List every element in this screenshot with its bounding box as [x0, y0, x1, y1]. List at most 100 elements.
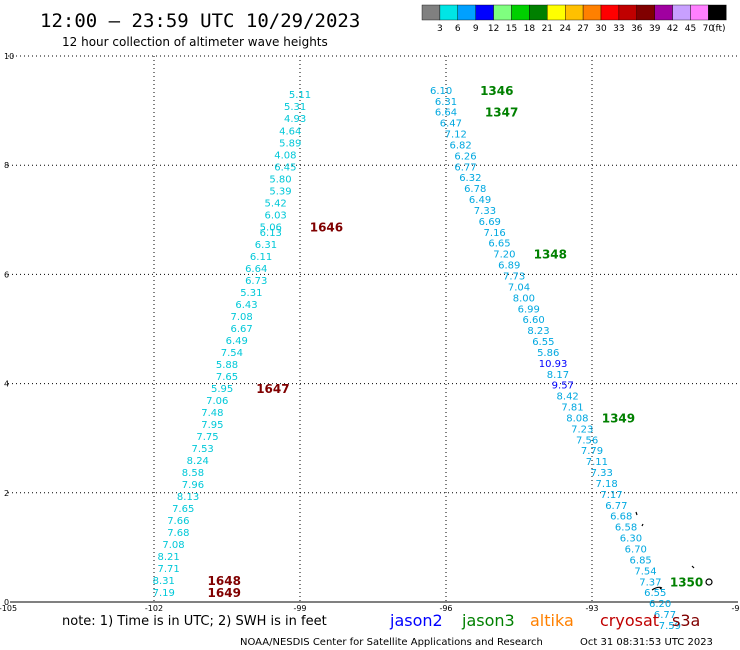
color-scale-label: 24	[559, 24, 571, 34]
color-scale-label: 36	[631, 24, 643, 34]
color-swatch	[457, 4, 476, 21]
color-swatch	[547, 4, 566, 21]
wave-height-label: 6.43	[235, 300, 257, 311]
wave-height-label: 8.42	[557, 392, 579, 403]
pass-label: 1646	[310, 220, 343, 234]
wave-height-label: 8.24	[187, 456, 209, 467]
wave-height-label: 6.13	[260, 228, 282, 239]
coastline	[635, 511, 713, 591]
x-tick-label: -105	[0, 604, 17, 613]
wave-height-label: 8.08	[566, 413, 588, 424]
wave-height-label: 6.73	[245, 276, 267, 287]
wave-height-label: 8.31	[153, 576, 175, 587]
color-scale: 3 6 9 12 15 18 21 24 27 30 33 36 39 42 45 70	[421, 4, 727, 34]
color-scale-label: 3	[437, 24, 443, 34]
wave-height-label: 6.65	[488, 239, 510, 250]
wave-height-label: 6.45	[274, 162, 296, 173]
wave-height-label: 5.89	[279, 138, 301, 149]
wave-height-label: 7.48	[201, 408, 223, 419]
wave-height-label: 6.82	[449, 140, 471, 151]
wave-height-label: 6.85	[630, 555, 652, 566]
color-swatch	[636, 4, 655, 21]
color-swatch	[672, 4, 691, 21]
wave-height-label: 7.75	[196, 432, 218, 443]
wave-height-label: 7.17	[600, 490, 622, 501]
wave-height-label: 8.23	[527, 326, 549, 337]
pass-label: 1350	[670, 575, 703, 589]
wave-height-label: 7.65	[172, 504, 194, 515]
color-swatch	[421, 4, 441, 21]
pass-label: 1347	[485, 106, 518, 120]
wave-height-label: 7.04	[508, 282, 530, 293]
pass-label: 1648	[208, 574, 241, 588]
wave-height-label: 6.26	[454, 151, 476, 162]
y-tick-label: 8	[4, 161, 9, 170]
wave-height-label: 6.47	[440, 119, 462, 130]
wave-height-label: 8.21	[157, 552, 179, 563]
color-swatch	[582, 4, 602, 21]
color-scale-label: 18	[524, 24, 536, 34]
wave-height-label: 6.58	[615, 523, 637, 534]
wave-height-label: 5.95	[211, 384, 233, 395]
wave-height-label: 8.13	[177, 492, 199, 503]
wave-height-label: 7.65	[216, 372, 238, 383]
wave-height-label: 4.08	[274, 150, 296, 161]
wave-height-label: 7.66	[167, 516, 189, 527]
wave-height-label: 6.55	[532, 337, 554, 348]
wave-height-label: 7.08	[230, 312, 252, 323]
satellite-legend: jason2 jason3 altika cryosat s3a	[389, 611, 700, 630]
color-swatch	[493, 4, 512, 21]
wave-height-label: 8.00	[513, 293, 535, 304]
credit-text: NOAA/NESDIS Center for Satellite Applica…	[240, 637, 543, 648]
tick-labels: -105 -102 -99 -96 -93 -90 0 2 4 6 8 10	[0, 52, 740, 613]
wave-height-label: 9.57	[552, 381, 574, 392]
note-text: note: 1) Time is in UTC; 2) SWH is in fe…	[62, 614, 327, 629]
color-scale-label: 45	[685, 24, 696, 34]
color-scale-label: 12	[488, 24, 499, 34]
pass-label: 1647	[256, 382, 289, 396]
x-tick-label: -99	[293, 604, 306, 613]
wave-height-label: 7.12	[445, 130, 467, 141]
wave-height-label: 7.53	[192, 444, 214, 455]
wave-height-label: 7.73	[503, 271, 525, 282]
satellite-label-altika: altika	[530, 611, 574, 630]
pass-label: 1349	[602, 411, 635, 425]
wave-height-label: 6.64	[245, 264, 267, 275]
x-tick-label: -90	[731, 604, 740, 613]
wave-height-label: 6.20	[649, 599, 671, 610]
color-swatch	[600, 4, 620, 21]
color-scale-label: 6	[455, 24, 461, 34]
wave-height-label: 7.06	[206, 396, 228, 407]
color-scale-unit: (ft)	[712, 24, 726, 34]
wave-height-label: 4.93	[284, 114, 306, 125]
color-swatch	[529, 4, 548, 21]
grid-lines	[8, 55, 738, 602]
wave-height-label: 7.59	[659, 621, 681, 632]
wave-height-label: 6.70	[625, 544, 647, 555]
wave-height-label: 5.42	[265, 198, 287, 209]
wave-height-label: 7.56	[576, 435, 598, 446]
wave-height-label: 7.19	[153, 588, 175, 599]
wave-height-label: 5.86	[537, 348, 559, 359]
wave-height-label: 7.68	[167, 528, 189, 539]
wave-height-label: 5.11	[289, 90, 311, 101]
wave-height-label: 6.30	[620, 534, 642, 545]
color-swatch	[475, 4, 494, 21]
wave-height-label: 6.60	[522, 315, 544, 326]
wave-height-label: 6.99	[518, 304, 540, 315]
color-swatch	[690, 4, 709, 21]
wave-height-label: 6.11	[250, 252, 272, 263]
color-swatch	[618, 4, 638, 21]
wave-height-label: 5.31	[240, 288, 262, 299]
wave-height-label: 6.67	[230, 324, 252, 335]
pass-label: 1348	[534, 248, 567, 262]
wave-height-label: 5.06	[260, 222, 282, 233]
wave-height-label: 7.11	[586, 457, 608, 468]
wave-height-label: 6.32	[459, 173, 481, 184]
wave-height-label: 7.96	[182, 480, 204, 491]
color-scale-label: 15	[506, 24, 517, 34]
y-tick-label: 6	[4, 270, 9, 279]
color-scale-label: 70	[703, 24, 715, 34]
color-swatch	[654, 4, 673, 21]
wave-height-label: 7.79	[581, 446, 603, 457]
